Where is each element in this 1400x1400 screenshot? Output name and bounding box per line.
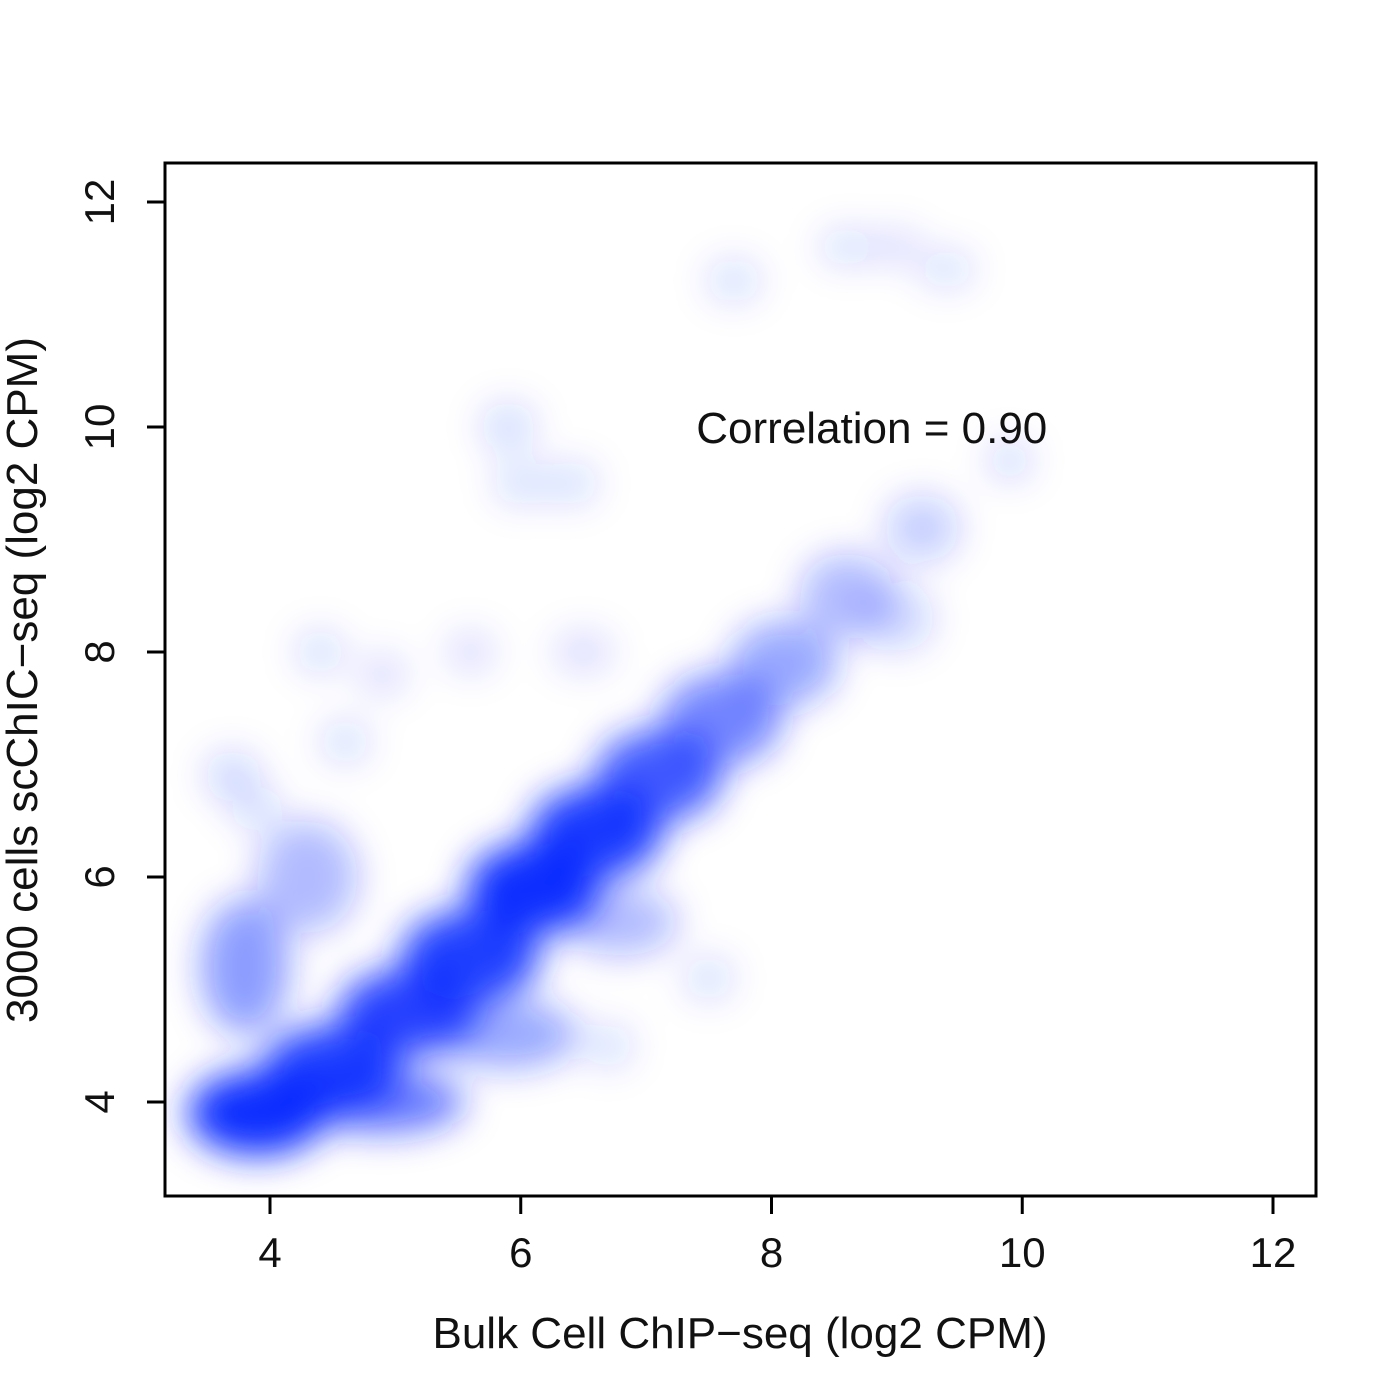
density-cluster [201,899,289,1035]
density-layer [188,227,1032,1156]
density-cluster [445,629,496,675]
y-tick-label: 6 [76,865,123,888]
density-cluster [552,629,615,675]
y-tick-label: 12 [76,179,123,226]
density-cluster [301,1071,465,1133]
x-tick-label: 12 [1250,1229,1297,1276]
x-tick-label: 4 [258,1229,281,1276]
x-tick-label: 8 [760,1229,783,1276]
y-tick-label: 8 [76,640,123,663]
x-tick-label: 10 [999,1229,1046,1276]
density-cluster [320,719,371,765]
density-cluster [705,258,763,304]
density-cluster [480,401,537,453]
density-cluster [542,460,600,506]
density-cluster [987,441,1032,481]
density-cluster [884,494,960,562]
density-cluster [232,787,283,832]
density-cluster [401,910,540,1001]
y-axis: 4 6 8 10 12 [76,179,167,1114]
x-axis-label: Bulk Cell ChIP−seq (log2 CPM) [432,1309,1047,1358]
density-cluster [661,674,781,765]
y-tick-label: 4 [76,1090,123,1113]
density-cluster [257,820,358,934]
density-cluster [818,227,875,267]
density-cluster [868,227,926,267]
density-cluster [583,1023,634,1069]
density-cluster [730,621,838,706]
density-cluster [295,629,346,675]
density-cluster [492,460,549,506]
x-tick-label: 6 [509,1229,532,1276]
density-cluster [204,750,261,802]
density-cluster [564,888,678,956]
density-cluster [357,652,408,697]
correlation-annotation: Correlation = 0.90 [696,404,1047,453]
density-cluster [439,1000,578,1069]
y-tick-label: 10 [76,404,123,451]
density-cluster [918,249,976,290]
density-cluster [683,955,734,1001]
x-axis: 4 6 8 10 12 [258,1194,1297,1276]
y-axis-label: 3000 cells scChIC−seq (log2 CPM) [0,337,47,1023]
density-cluster [859,584,935,652]
